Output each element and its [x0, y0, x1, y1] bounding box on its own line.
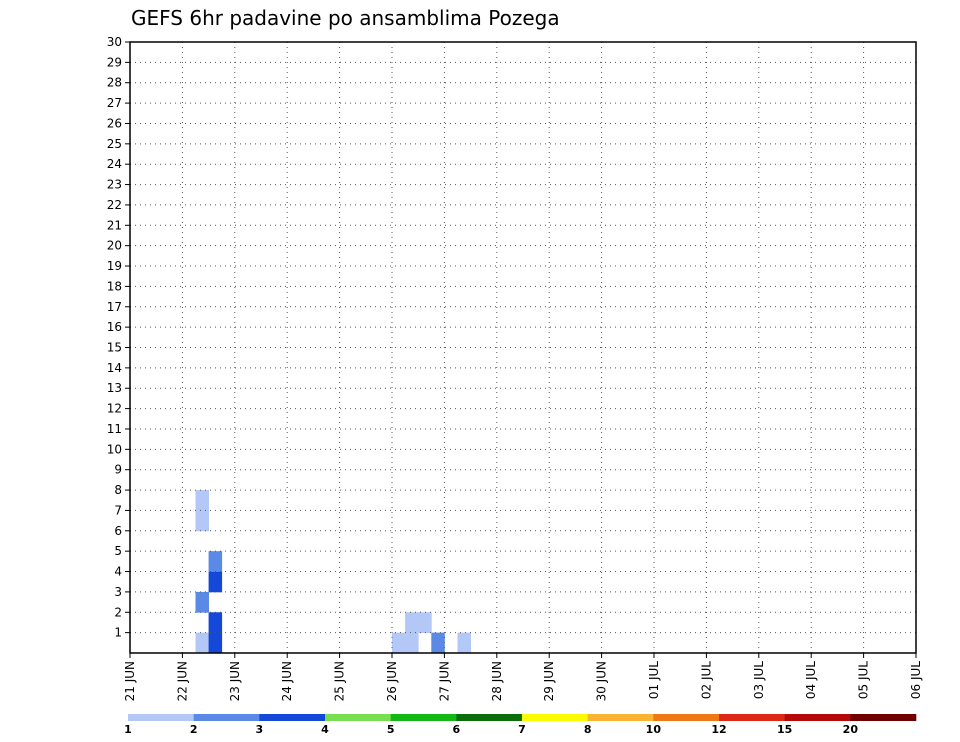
legend-label: 12 — [711, 723, 726, 736]
x-tick-label: 27 JUN — [437, 661, 451, 701]
x-tick-label: 22 JUN — [175, 661, 189, 701]
legend-label: 20 — [843, 723, 859, 736]
grid-lines — [130, 42, 916, 653]
plot-frame — [129, 41, 917, 654]
y-tick-label: 26 — [107, 116, 122, 130]
y-tick-label: 11 — [107, 422, 122, 436]
y-tick-label: 1 — [114, 626, 122, 640]
legend-label: 10 — [646, 723, 662, 736]
legend-label: 4 — [321, 723, 329, 736]
legend-swatch — [193, 714, 260, 721]
legend-label: 15 — [777, 723, 792, 736]
y-tick-label: 10 — [107, 442, 122, 456]
legend-label: 8 — [584, 723, 592, 736]
legend-swatch — [587, 714, 654, 721]
x-tick-label: 26 JUN — [385, 661, 399, 701]
heatmap-cell — [405, 612, 419, 634]
x-tick-label: 05 JUL — [857, 661, 871, 699]
chart-title: GEFS 6hr padavine po ansamblima Pozega — [131, 6, 560, 30]
color-legend: 1 2 3 4 5 6 7 8 10 12 15 20 — [124, 714, 917, 736]
heatmap-cell — [457, 632, 471, 654]
legend-swatch — [456, 714, 523, 721]
legend-swatch — [128, 714, 194, 721]
legend-swatch — [325, 714, 391, 721]
x-axis: 21 JUN 22 JUN 23 JUN 24 JUN 25 JUN 26 JUN 27 J… — [123, 653, 923, 701]
heatmap-cell — [392, 632, 406, 654]
y-tick-label: 25 — [107, 137, 122, 151]
y-tick-label: 5 — [114, 544, 122, 558]
y-tick-label: 9 — [114, 463, 122, 477]
y-tick-label: 19 — [107, 259, 122, 273]
heatmap-cell — [195, 510, 209, 532]
y-tick-label: 18 — [107, 279, 122, 293]
x-tick-label: 06 JUL — [909, 661, 923, 699]
y-tick-label: 30 — [107, 35, 122, 49]
y-tick-label: 23 — [107, 178, 122, 192]
heatmap-cell — [208, 571, 223, 593]
y-tick-label: 4 — [114, 565, 122, 579]
x-tick-label: 04 JUL — [804, 661, 818, 699]
y-tick-label: 15 — [107, 341, 122, 355]
heatmap-cell — [195, 632, 209, 654]
y-tick-label: 14 — [107, 361, 122, 375]
legend-label: 7 — [518, 723, 526, 736]
legend-label: 2 — [190, 723, 198, 736]
heatmap-cell — [405, 632, 419, 654]
legend-swatch — [850, 714, 917, 721]
heatmap-cell — [208, 612, 223, 634]
heatmap-cell — [208, 551, 223, 572]
y-tick-label: 20 — [107, 239, 122, 253]
y-tick-label: 7 — [114, 503, 122, 517]
heatmap-cell — [195, 591, 209, 613]
y-tick-label: 12 — [107, 402, 122, 416]
y-tick-label: 29 — [107, 55, 122, 69]
y-tick-label: 2 — [114, 605, 122, 619]
legend-swatch — [653, 714, 720, 721]
heatmap-cells — [195, 490, 471, 654]
y-tick-label: 16 — [107, 320, 122, 334]
x-tick-label: 21 JUN — [123, 661, 137, 701]
heatmap-cell — [431, 632, 445, 654]
legend-swatch — [522, 714, 588, 721]
x-tick-label: 03 JUL — [752, 661, 766, 699]
legend-label: 1 — [124, 723, 132, 736]
y-tick-label: 28 — [107, 76, 122, 90]
x-tick-label: 30 JUN — [595, 661, 609, 701]
legend-label: 5 — [387, 723, 395, 736]
x-tick-label: 01 JUL — [647, 661, 661, 699]
legend-swatch — [390, 714, 457, 721]
y-tick-label: 6 — [114, 524, 122, 538]
heatmap-cell — [208, 632, 223, 654]
x-tick-label: 24 JUN — [280, 661, 294, 701]
heatmap-cell — [418, 612, 432, 634]
x-tick-label: 29 JUN — [542, 661, 556, 701]
legend-swatch — [719, 714, 785, 721]
x-tick-label: 23 JUN — [228, 661, 242, 701]
y-tick-label: 13 — [107, 381, 122, 395]
x-tick-label: 28 JUN — [490, 661, 504, 701]
legend-label: 3 — [256, 723, 264, 736]
y-axis: 1234567891011121314151617181920212223242… — [107, 35, 130, 640]
y-tick-label: 8 — [114, 483, 122, 497]
x-tick-label: 25 JUN — [333, 661, 347, 701]
x-tick-label: 02 JUL — [699, 661, 713, 699]
heatmap-cell — [195, 490, 209, 511]
legend-label: 6 — [453, 723, 461, 736]
y-tick-label: 21 — [107, 218, 122, 232]
y-tick-label: 22 — [107, 198, 122, 212]
legend-swatch — [259, 714, 326, 721]
legend-swatch — [784, 714, 851, 721]
y-tick-label: 17 — [107, 300, 122, 314]
y-tick-label: 24 — [107, 157, 122, 171]
y-tick-label: 3 — [114, 585, 122, 599]
y-tick-label: 27 — [107, 96, 122, 110]
